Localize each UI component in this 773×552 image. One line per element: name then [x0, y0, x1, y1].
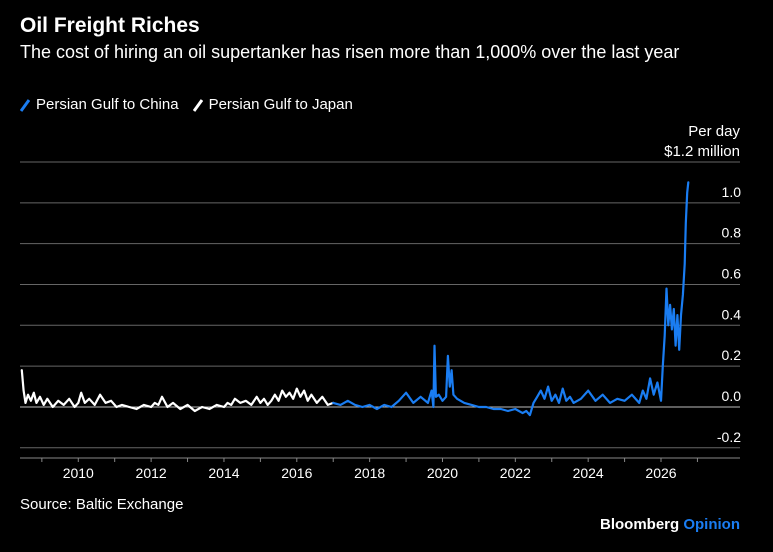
axis-layer: -0.2 0.0 0.2 0.4 0.6 0.8 1.0 2010 2012 2014 2016 20… [20, 184, 741, 481]
y-tick-label: -0.2 [717, 429, 741, 445]
legend: Persian Gulf to China Persian Gulf to Ja… [20, 96, 367, 113]
series-line-china [332, 181, 690, 417]
unit-label: Per day $1.2 million [664, 122, 740, 162]
legend-item-china: Persian Gulf to China [20, 96, 179, 113]
legend-label-china: Persian Gulf to China [36, 96, 179, 113]
chart-subtitle: The cost of hiring an oil supertanker ha… [20, 42, 680, 62]
brand-opinion: Opinion [683, 516, 740, 533]
unit-label-line2: $1.2 million [664, 143, 740, 160]
x-tick-label: 2018 [354, 465, 385, 481]
y-tick-label: 0.2 [722, 347, 742, 363]
brand-bloomberg: Bloomberg [600, 516, 680, 533]
legend-swatch-china [20, 98, 30, 112]
chart-title: Oil Freight Riches [20, 14, 200, 37]
x-tick-label: 2022 [500, 465, 531, 481]
y-tick-label: 0.8 [722, 225, 742, 241]
x-tick-label: 2010 [63, 465, 94, 481]
legend-swatch-japan [192, 98, 203, 112]
brand-logo: Bloomberg Opinion [600, 516, 740, 533]
legend-item-japan: Persian Gulf to Japan [192, 96, 353, 113]
y-tick-label: 0.4 [722, 306, 742, 322]
x-tick-label: 2026 [645, 465, 676, 481]
y-tick-label: 1.0 [722, 184, 742, 200]
legend-label-japan: Persian Gulf to Japan [208, 96, 353, 113]
source-note: Source: Baltic Exchange [20, 496, 184, 513]
y-tick-label: 0.6 [722, 265, 742, 281]
series-layer [20, 181, 690, 417]
x-tick-label: 2020 [427, 465, 458, 481]
x-tick-label: 2014 [208, 465, 239, 481]
y-tick-label: 0.0 [722, 388, 742, 404]
series-line-japan [20, 369, 335, 413]
x-tick-label: 2024 [573, 465, 604, 481]
x-tick-label: 2012 [136, 465, 167, 481]
x-tick-label: 2016 [281, 465, 312, 481]
unit-label-line1: Per day [688, 123, 740, 140]
grid-layer [20, 161, 740, 449]
